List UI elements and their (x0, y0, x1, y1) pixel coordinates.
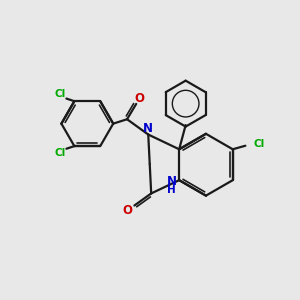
Text: Cl: Cl (54, 148, 65, 158)
Text: N: N (143, 122, 153, 135)
Text: N: N (167, 175, 177, 188)
Text: Cl: Cl (54, 89, 65, 99)
Text: H: H (167, 184, 176, 195)
Text: Cl: Cl (253, 139, 265, 149)
Text: O: O (135, 92, 145, 105)
Text: O: O (123, 204, 133, 217)
